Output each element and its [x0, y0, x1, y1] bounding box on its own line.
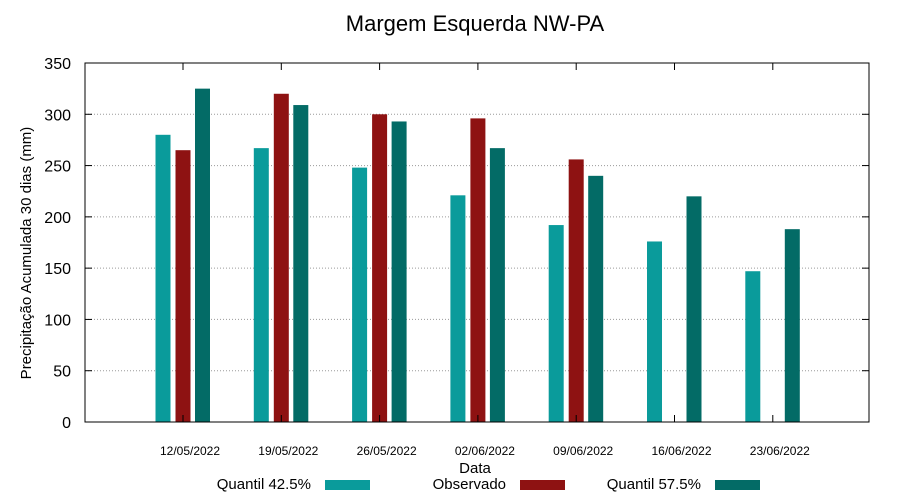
- x-tick-label: 26/05/2022: [357, 444, 417, 458]
- bar-quantil-42-5--2: [352, 167, 368, 422]
- bar-observado-1: [273, 93, 289, 423]
- x-tick-label: 19/05/2022: [258, 444, 318, 458]
- y-tick-label: 200: [44, 210, 71, 227]
- x-tick-label: 02/06/2022: [455, 444, 515, 458]
- bar-quantil-42-5--4: [548, 225, 564, 422]
- legend-label: Quantil 42.5%: [217, 476, 311, 493]
- x-tick-label: 16/06/2022: [651, 444, 711, 458]
- bar-quantil-57-5--5: [686, 196, 702, 422]
- x-axis-title: Data: [459, 460, 491, 477]
- bar-quantil-42-5--6: [745, 271, 761, 422]
- bar-quantil-57-5--2: [391, 121, 407, 423]
- legend-label: Observado: [433, 476, 506, 493]
- bar-quantil-57-5--6: [784, 229, 800, 422]
- bar-quantil-57-5--0: [195, 88, 210, 423]
- y-tick-label: 100: [44, 312, 71, 329]
- y-tick-label: 150: [44, 261, 71, 278]
- y-tick-label: 250: [44, 159, 71, 176]
- bar-quantil-57-5--1: [293, 105, 309, 422]
- legend-swatch: [715, 480, 760, 490]
- bar-quantil-57-5--4: [588, 175, 604, 422]
- bar-quantil-42-5--1: [253, 148, 269, 423]
- chart-title: Margem Esquerda NW-PA: [346, 11, 605, 36]
- bar-quantil-42-5--3: [450, 195, 466, 422]
- legend-swatch: [325, 480, 370, 490]
- axis-ticks: 0 50 100 150 200 250 300 350 12/05/2022 19/05/202…: [44, 56, 869, 458]
- bar-quantil-42-5--0: [155, 134, 171, 423]
- bar-observado-2: [372, 114, 388, 423]
- plot-frame: [84, 62, 870, 423]
- bar-observado-0: [175, 150, 191, 422]
- legend: Quantil 42.5% Observado Quantil 57.5%: [217, 476, 760, 493]
- bars-group: [155, 88, 800, 423]
- bar-observado-4: [568, 159, 584, 422]
- legend-swatch: [520, 480, 565, 490]
- y-tick-label: 50: [53, 364, 71, 381]
- legend-label: Quantil 57.5%: [607, 476, 701, 493]
- y-tick-label: 350: [44, 56, 71, 73]
- x-tick-label: 09/06/2022: [553, 444, 613, 458]
- bar-observado-3: [470, 118, 486, 422]
- bar-quantil-57-5--3: [489, 148, 505, 423]
- y-tick-label: 0: [62, 415, 71, 432]
- bar-quantil-42-5--5: [647, 241, 662, 422]
- y-tick-label: 300: [44, 107, 71, 124]
- x-tick-label: 23/06/2022: [750, 444, 810, 458]
- x-tick-label: 12/05/2022: [160, 444, 220, 458]
- y-axis-title: Precipitação Acumulada 30 dias (mm): [18, 127, 35, 380]
